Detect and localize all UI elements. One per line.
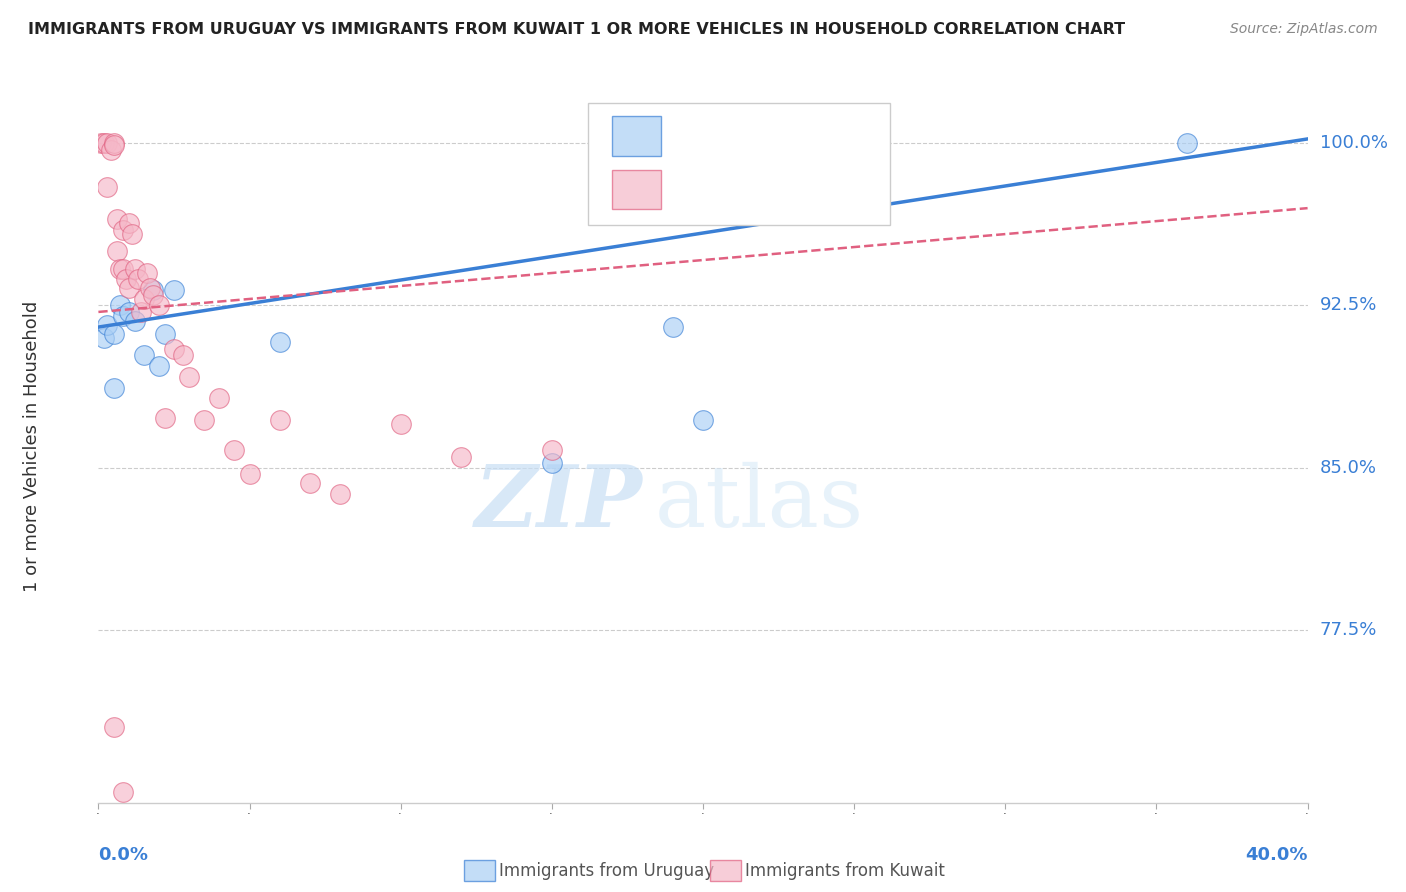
Point <box>148 298 170 312</box>
Point <box>124 313 146 327</box>
Point <box>269 413 291 427</box>
Point <box>540 443 562 458</box>
Point <box>111 223 134 237</box>
Point <box>124 261 146 276</box>
Point <box>93 331 115 345</box>
Point <box>118 281 141 295</box>
Bar <box>612 169 661 209</box>
Text: 92.5%: 92.5% <box>1320 296 1376 315</box>
Point <box>329 486 352 500</box>
Point <box>90 136 112 151</box>
Point <box>100 143 122 157</box>
Point <box>153 410 176 425</box>
Point <box>118 305 141 319</box>
Text: IMMIGRANTS FROM URUGUAY VS IMMIGRANTS FROM KUWAIT 1 OR MORE VEHICLES IN HOUSEHOL: IMMIGRANTS FROM URUGUAY VS IMMIGRANTS FR… <box>28 22 1125 37</box>
Text: 85.0%: 85.0% <box>1320 458 1376 476</box>
Point <box>692 413 714 427</box>
Point <box>1175 136 1198 151</box>
Point <box>111 785 134 799</box>
Point <box>208 392 231 406</box>
Point <box>148 359 170 373</box>
Point <box>193 413 215 427</box>
Point <box>114 272 136 286</box>
Point <box>103 136 125 151</box>
Point <box>96 179 118 194</box>
Point <box>139 281 162 295</box>
FancyBboxPatch shape <box>588 103 890 225</box>
Point <box>111 261 134 276</box>
Text: ZIP: ZIP <box>475 461 643 545</box>
Point <box>108 261 131 276</box>
Point <box>177 369 201 384</box>
Point <box>103 326 125 341</box>
Point <box>108 298 131 312</box>
Point <box>661 320 683 334</box>
Point <box>93 136 115 151</box>
Text: Immigrants from Uruguay: Immigrants from Uruguay <box>499 862 714 880</box>
Text: 100.0%: 100.0% <box>1320 135 1388 153</box>
Point <box>118 216 141 230</box>
Text: 77.5%: 77.5% <box>1320 621 1376 639</box>
Point <box>96 136 118 151</box>
Text: R = 0.094   N = 40: R = 0.094 N = 40 <box>679 181 849 199</box>
Point <box>142 283 165 297</box>
Text: 1 or more Vehicles in Household: 1 or more Vehicles in Household <box>22 301 41 591</box>
Text: 40.0%: 40.0% <box>1246 846 1308 863</box>
Point <box>105 211 128 226</box>
Point <box>129 305 152 319</box>
Point <box>450 450 472 464</box>
Text: atlas: atlas <box>655 461 863 545</box>
Text: R = 0.525   N =  18: R = 0.525 N = 18 <box>679 128 855 145</box>
Point <box>103 720 125 734</box>
Point <box>142 287 165 301</box>
Point <box>163 283 186 297</box>
Point <box>132 292 155 306</box>
Point <box>540 456 562 470</box>
Point <box>239 467 262 482</box>
Point <box>132 348 155 362</box>
Point <box>111 310 134 324</box>
Text: Source: ZipAtlas.com: Source: ZipAtlas.com <box>1230 22 1378 37</box>
Point <box>153 326 176 341</box>
Point <box>96 318 118 332</box>
Point <box>135 266 157 280</box>
Point <box>103 381 125 395</box>
Point <box>103 138 125 153</box>
Point <box>172 348 194 362</box>
Text: Immigrants from Kuwait: Immigrants from Kuwait <box>745 862 945 880</box>
Text: 0.0%: 0.0% <box>98 846 149 863</box>
Point <box>224 443 246 458</box>
Point <box>269 335 291 350</box>
Point <box>105 244 128 259</box>
Bar <box>612 116 661 155</box>
Point <box>163 342 186 356</box>
Point <box>127 272 149 286</box>
Point <box>121 227 143 241</box>
Point <box>389 417 412 432</box>
Point <box>299 475 322 490</box>
